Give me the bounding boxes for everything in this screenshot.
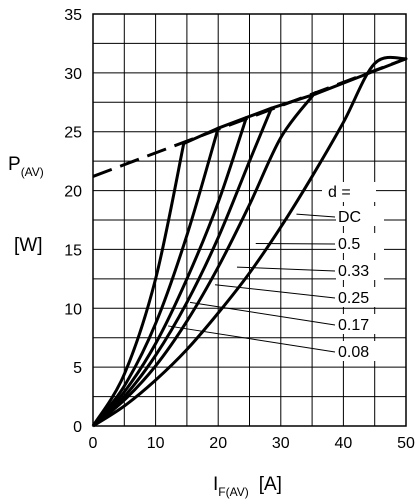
x-tick-label: 10 <box>147 435 165 452</box>
curves <box>91 55 408 428</box>
y-tick-labels: 0 5 10 15 20 25 30 35 <box>64 7 82 436</box>
y-axis-label-sub: (AV) <box>21 165 44 179</box>
x-tick-labels: 0 10 20 30 40 50 <box>89 435 415 452</box>
x-axis-label-sub: F(AV) <box>218 485 248 499</box>
y-tick-label: 30 <box>64 66 82 83</box>
y-tick-label: 10 <box>64 301 82 318</box>
y-tick-label: 5 <box>73 360 82 377</box>
curve-d-0.17 <box>91 127 220 427</box>
y-axis-label: P(AV) <box>8 154 44 179</box>
curve-d-0.25 <box>91 117 248 428</box>
y-axis-unit: [W] <box>14 235 43 256</box>
curve-d-0.33 <box>91 107 273 428</box>
curve-top-link <box>182 126 220 145</box>
legend-title-bg <box>322 182 376 202</box>
legend: d = DC 0.5 0.33 0.25 0.17 0.08 <box>168 182 384 361</box>
y-tick-label: 0 <box>73 419 82 436</box>
legend-label: 0.17 <box>338 317 369 334</box>
legend-title: d = <box>328 184 351 201</box>
legend-pointer <box>215 284 336 299</box>
curve-d-0.08 <box>91 143 186 427</box>
x-tick-label: 50 <box>397 435 415 452</box>
legend-label-bg <box>336 341 384 361</box>
y-tick-label: 25 <box>64 125 82 142</box>
curve-d-0.5 <box>92 91 318 428</box>
legend-label: 0.5 <box>338 236 360 253</box>
legend-label: 0.25 <box>338 290 369 307</box>
x-axis-label-unit: [A] <box>259 474 282 495</box>
x-tick-label: 20 <box>209 435 227 452</box>
legend-pointer <box>236 266 336 272</box>
x-tick-label: 0 <box>89 435 98 452</box>
curve-top-link <box>216 116 248 130</box>
y-tick-label: 15 <box>64 242 82 259</box>
curve-top-link <box>313 57 408 96</box>
x-axis-label-main: I <box>213 474 218 495</box>
legend-label-bg <box>336 314 384 334</box>
curve-top-link <box>244 106 273 120</box>
curve-d-DC <box>92 55 407 428</box>
curve-top-link <box>269 92 317 110</box>
legend-pointer <box>168 325 336 353</box>
y-axis-label-main: P <box>8 154 21 175</box>
legend-label: DC <box>338 209 361 226</box>
legend-label: 0.08 <box>338 344 369 361</box>
x-tick-label: 30 <box>272 435 290 452</box>
legend-label: 0.33 <box>338 263 369 280</box>
plot-frame <box>92 13 407 427</box>
legend-label-bg <box>336 233 384 253</box>
x-axis-label: IF(AV) [A] <box>213 474 282 499</box>
legend-label-bg <box>336 260 384 280</box>
legend-pointer <box>189 301 336 326</box>
legend-pointer <box>296 213 336 218</box>
y-tick-label: 20 <box>64 184 82 201</box>
legend-label-bg <box>336 287 384 307</box>
legend-label-bg <box>336 206 384 226</box>
x-tick-label: 40 <box>335 435 353 452</box>
y-tick-label: 35 <box>64 7 82 24</box>
